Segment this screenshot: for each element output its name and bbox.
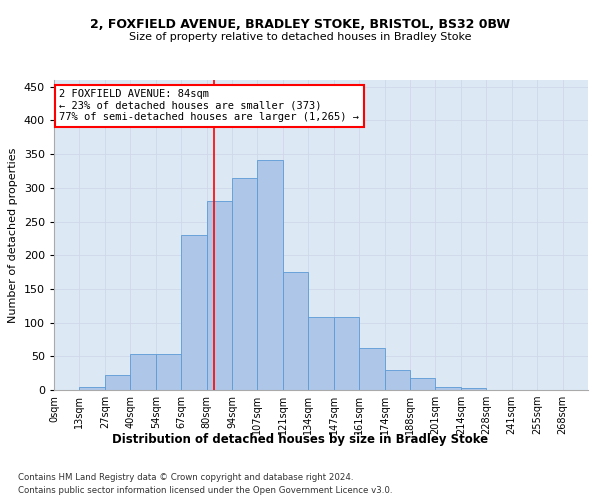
Bar xyxy=(385,370,410,390)
Bar xyxy=(257,160,283,390)
Bar xyxy=(283,272,308,390)
Text: Size of property relative to detached houses in Bradley Stoke: Size of property relative to detached ho… xyxy=(129,32,471,42)
Bar xyxy=(334,317,359,390)
Text: 2, FOXFIELD AVENUE, BRADLEY STOKE, BRISTOL, BS32 0BW: 2, FOXFIELD AVENUE, BRADLEY STOKE, BRIST… xyxy=(90,18,510,30)
Bar xyxy=(206,202,232,390)
Bar xyxy=(308,317,334,390)
Text: Contains HM Land Registry data © Crown copyright and database right 2024.: Contains HM Land Registry data © Crown c… xyxy=(18,472,353,482)
Bar xyxy=(156,354,181,390)
Bar xyxy=(105,375,130,390)
Y-axis label: Number of detached properties: Number of detached properties xyxy=(8,148,18,322)
Bar xyxy=(232,178,257,390)
Bar xyxy=(130,354,156,390)
Bar xyxy=(359,348,385,390)
Bar xyxy=(79,386,105,390)
Bar xyxy=(436,386,461,390)
Bar xyxy=(461,388,486,390)
Text: 2 FOXFIELD AVENUE: 84sqm
← 23% of detached houses are smaller (373)
77% of semi-: 2 FOXFIELD AVENUE: 84sqm ← 23% of detach… xyxy=(59,90,359,122)
Bar xyxy=(181,235,206,390)
Text: Contains public sector information licensed under the Open Government Licence v3: Contains public sector information licen… xyxy=(18,486,392,495)
Bar xyxy=(410,378,436,390)
Text: Distribution of detached houses by size in Bradley Stoke: Distribution of detached houses by size … xyxy=(112,432,488,446)
